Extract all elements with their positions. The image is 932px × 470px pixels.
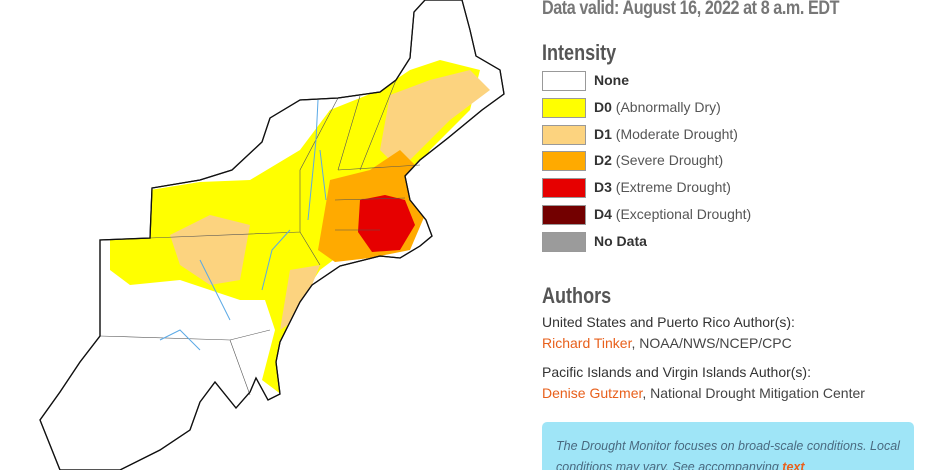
legend-label: (Severe Drought): [615, 152, 724, 169]
author-name[interactable]: Denise Gutzmer: [542, 385, 643, 401]
legend-item: D3 (Extreme Drought): [542, 178, 882, 199]
legend-label: (Moderate Drought): [615, 125, 738, 142]
author-affiliation: , National Drought Mitigation Center: [642, 385, 865, 401]
legend-item: No Data: [542, 231, 882, 252]
legend-item: D2 (Severe Drought): [542, 151, 882, 172]
legend-title: Intensity: [542, 40, 617, 65]
data-valid: Data valid: August 16, 2022 at 8 a.m. ED…: [542, 0, 840, 19]
region-outline: [39, 0, 505, 470]
legend-swatch: [542, 97, 586, 118]
authors-title: Authors: [542, 283, 612, 308]
note: The Drought Monitor focuses on broad-sca…: [542, 422, 914, 470]
legend-label: (Extreme Drought): [615, 179, 731, 196]
note-text: The Drought Monitor focuses on broad-sca…: [556, 439, 900, 470]
legend-code: D3: [594, 179, 612, 196]
legend-swatch: [542, 178, 586, 199]
author-line: Denise Gutzmer, National Drought Mitigat…: [542, 385, 865, 401]
legend-text: D3 (Extreme Drought): [594, 179, 731, 195]
legend-swatch: [542, 231, 586, 252]
legend-item: D4 (Exceptional Drought): [542, 205, 882, 225]
legend-swatch: [542, 71, 586, 91]
legend-code: D1: [594, 125, 612, 142]
legend-swatch: [542, 124, 586, 145]
author-group: United States and Puerto Rico Author(s):…: [542, 314, 795, 351]
note-link[interactable]: text: [782, 460, 805, 470]
author-name[interactable]: Richard Tinker: [542, 335, 632, 351]
rivers: [159, 99, 327, 351]
note-box: The Drought Monitor focuses on broad-sca…: [542, 422, 914, 470]
legend-text: None: [594, 72, 629, 88]
drought-areas: [110, 60, 490, 395]
county-lines: [99, 79, 421, 396]
legend-code: D4: [594, 206, 612, 222]
author-heading: Pacific Islands and Virgin Islands Autho…: [542, 364, 811, 380]
legend-text: D2 (Severe Drought): [594, 152, 723, 168]
legend-text: No Data: [594, 233, 647, 249]
legend-item: D1 (Moderate Drought): [542, 124, 882, 145]
author-affiliation: , NOAA/NWS/NCEP/CPC: [631, 335, 792, 351]
legend-code: D0: [594, 98, 612, 115]
author-group: Pacific Islands and Virgin Islands Autho…: [542, 364, 865, 401]
author-line: Richard Tinker, NOAA/NWS/NCEP/CPC: [542, 335, 795, 351]
legend-code: No Data: [594, 232, 647, 249]
legend-item: D0 (Abnormally Dry): [542, 97, 882, 118]
legend-item: None: [542, 71, 882, 91]
legend-text: D1 (Moderate Drought): [594, 126, 738, 142]
legend-text: D4 (Exceptional Drought): [594, 206, 751, 222]
author-heading: United States and Puerto Rico Author(s):: [542, 314, 795, 330]
legend-label: (Abnormally Dry): [615, 98, 721, 115]
legend-swatch: [542, 151, 586, 172]
legend-text: D0 (Abnormally Dry): [594, 99, 721, 115]
legend-label: (Exceptional Drought): [615, 206, 752, 222]
drought-map: [39, 0, 505, 470]
legend-code: None: [594, 72, 629, 88]
legend-code: D2: [594, 152, 612, 169]
legend-swatch: [542, 205, 586, 225]
